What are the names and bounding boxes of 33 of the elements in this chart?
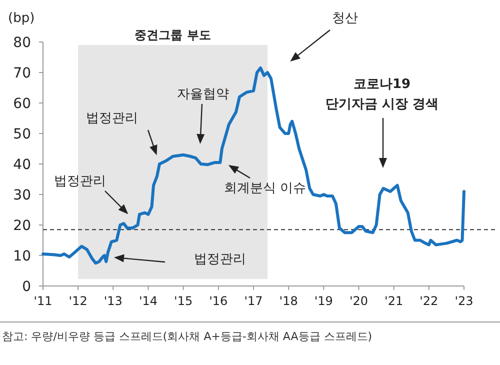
- annotation: 회계분식 이슈: [224, 181, 306, 196]
- y-tick-label: 20: [13, 218, 31, 234]
- y-tick-label: 0: [22, 279, 31, 295]
- text: 청산: [332, 11, 358, 26]
- x-tick-label: '14: [138, 294, 158, 308]
- annotation: 코로나19 단기자금 시장 경색: [325, 77, 439, 112]
- y-tick-label: 40: [13, 157, 31, 173]
- y-tick-label: 30: [13, 188, 31, 204]
- annotation: 법정관리: [194, 252, 246, 267]
- y-tick-label: 60: [13, 96, 31, 112]
- text: 참고: 우량/비우량 등급 스프레드(회사채 A+등급-회사채 AA등급 스프레드): [2, 330, 372, 343]
- x-tick-label: '15: [174, 294, 193, 308]
- y-tick-label: 10: [13, 248, 31, 264]
- line-series: [42, 66, 466, 265]
- x-tick-label: '13: [104, 294, 122, 308]
- x-tick-label: '18: [279, 294, 298, 308]
- x-tick-label: '17: [244, 294, 263, 308]
- y-tick-label: 50: [13, 126, 31, 142]
- y-tick-label: 70: [13, 66, 31, 82]
- y-axis-title: (bp): [8, 11, 35, 26]
- x-tick-label: '19: [314, 294, 333, 308]
- x-tick-label: '12: [68, 294, 88, 308]
- x-tick-label: '23: [454, 294, 474, 308]
- x-tick-label: '16: [209, 294, 228, 308]
- annotation: 법정관리: [54, 174, 106, 189]
- annotation: 법정관리: [86, 111, 138, 126]
- band-label: 중견그룹 부도: [134, 28, 211, 42]
- x-tick-label: '20: [349, 294, 368, 308]
- y-tick-label: 80: [13, 35, 31, 51]
- x-tick-label: '21: [384, 294, 404, 308]
- x-tick-label: '11: [34, 294, 52, 308]
- annotation: 자율협약: [177, 87, 229, 102]
- x-tick-label: '22: [420, 294, 438, 308]
